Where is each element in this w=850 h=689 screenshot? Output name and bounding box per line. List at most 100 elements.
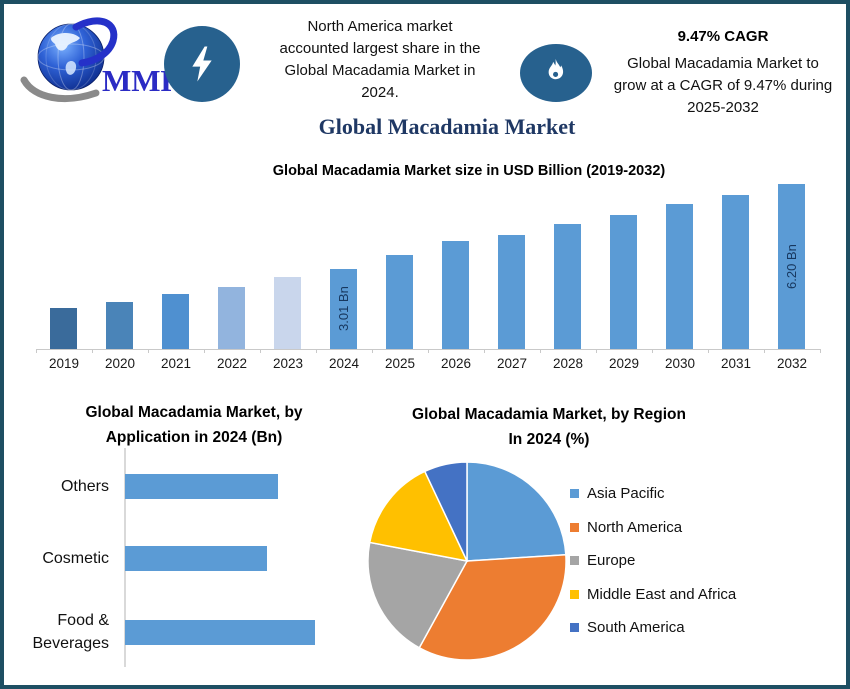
mmr-logo: MMR: [20, 17, 184, 102]
bar-2025: [386, 255, 413, 349]
lightning-badge: [164, 26, 240, 102]
pie-slice-south-america: [423, 461, 468, 562]
bar-2023: [274, 277, 301, 349]
x-tick-label-2022: 2022: [216, 356, 248, 371]
legend-label: Middle East and Africa: [587, 585, 737, 603]
application-chart: Global Macadamia Market, by Application …: [4, 394, 354, 685]
bar-2019: [50, 308, 77, 349]
x-tick-label-2025: 2025: [384, 356, 416, 371]
x-tick-label-2026: 2026: [440, 356, 472, 371]
legend-swatch-asia-pacific: [570, 488, 579, 498]
logo-swoosh-blue: [72, 17, 118, 67]
bar-others: [125, 474, 278, 499]
flame-badge: [520, 44, 592, 102]
x-tick-label-2021: 2021: [160, 356, 192, 371]
cagr-line: 2025-2032: [687, 99, 759, 116]
cagr-block: 9.47% CAGR Global Macadamia Market to gr…: [600, 28, 846, 119]
legend-item-europe: Europe: [570, 550, 635, 570]
cagr-line: grow at a CAGR of 9.47% during: [613, 77, 833, 94]
category-label-cosmetic: Cosmetic: [42, 549, 109, 567]
x-axis-tick: [764, 349, 765, 353]
bar-data-label-2024: 3.01 Bn: [336, 286, 351, 332]
x-axis-tick: [428, 349, 429, 353]
bar-2026: [442, 241, 469, 349]
headline-line: Global Macadamia Market in: [284, 62, 476, 79]
legend-label: South America: [587, 618, 685, 636]
bar-2024: [330, 269, 357, 349]
logo-swoosh-gray: [20, 76, 100, 102]
x-tick-label-2024: 2024: [328, 356, 360, 371]
x-axis-tick: [652, 349, 653, 353]
bar-2029: [610, 215, 637, 349]
x-axis-tick: [708, 349, 709, 353]
x-tick-label-2031: 2031: [720, 356, 752, 371]
region-chart: Global Macadamia Market, by Region In 20…: [354, 394, 846, 685]
bar-2028: [554, 224, 581, 349]
page-title: Global Macadamia Market: [318, 114, 576, 139]
x-tick-label-2023: 2023: [272, 356, 304, 371]
x-tick-label-2029: 2029: [608, 356, 640, 371]
x-axis-tick: [148, 349, 149, 353]
bar-2021: [162, 294, 189, 349]
legend-label: Asia Pacific: [587, 484, 665, 502]
x-axis-tick: [820, 349, 821, 353]
bar-2030: [666, 204, 693, 349]
legend-label: Europe: [587, 551, 636, 569]
cagr-title: 9.47% CAGR: [677, 28, 769, 45]
category-label-others: Others: [60, 477, 109, 495]
bar-2020: [106, 302, 133, 349]
headline-line: North America market: [307, 18, 453, 35]
x-axis-tick: [484, 349, 485, 353]
category-label-food-beverages: Food & Beverages: [32, 612, 110, 652]
headline-line: 2024.: [361, 84, 399, 101]
legend-swatch-middle-east-and-africa: [570, 589, 579, 599]
legend-label: North America: [587, 518, 683, 536]
legend-swatch-south-america: [570, 622, 579, 632]
x-tick-label-2030: 2030: [664, 356, 696, 371]
application-chart-title-line: Application in 2024 (Bn): [105, 429, 283, 446]
legend-item-asia-pacific: Asia Pacific: [570, 483, 665, 503]
x-axis-tick: [372, 349, 373, 353]
legend-item-middle-east-and-africa: Middle East and Africa: [570, 584, 736, 604]
x-axis-tick: [36, 349, 37, 353]
market-size-chart-title: Global Macadamia Market size in USD Bill…: [272, 163, 666, 179]
pie-slice-asia-pacific: [466, 461, 567, 562]
lightning-icon: [192, 46, 212, 82]
x-axis-tick: [316, 349, 317, 353]
region-pie: [367, 461, 567, 661]
bar-food-beverages: [125, 620, 315, 645]
x-axis-tick: [540, 349, 541, 353]
region-chart-title-line: Global Macadamia Market, by Region: [412, 406, 686, 423]
bar-2027: [498, 235, 525, 349]
pie-slice-europe: [367, 541, 469, 649]
x-tick-label-2027: 2027: [496, 356, 528, 371]
bar-cosmetic: [125, 546, 267, 571]
legend-item-north-america: North America: [570, 517, 682, 537]
x-axis-tick: [204, 349, 205, 353]
market-size-chart: Global Macadamia Market size in USD Bill…: [4, 159, 846, 381]
cagr-line: Global Macadamia Market to: [627, 55, 819, 72]
pie-slice-middle-east-and-africa: [368, 470, 469, 563]
x-tick-label-2032: 2032: [776, 356, 808, 371]
application-chart-title: Global Macadamia Market, by Application …: [44, 400, 344, 450]
bar-2032: [778, 184, 805, 349]
x-tick-label-2028: 2028: [552, 356, 584, 371]
headline-text: North America market accounted largest s…: [252, 16, 508, 104]
bar-2022: [218, 287, 245, 349]
headline-line: accounted largest share in the: [279, 40, 481, 57]
bar-data-label-2032: 6.20 Bn: [784, 244, 799, 289]
x-axis-tick: [596, 349, 597, 353]
legend-item-south-america: South America: [570, 617, 685, 637]
x-axis-tick: [260, 349, 261, 353]
legend-swatch-north-america: [570, 522, 579, 532]
bar-2031: [722, 195, 749, 349]
x-axis-tick: [92, 349, 93, 353]
globe-continent-north-america: [51, 32, 80, 51]
x-tick-label-2020: 2020: [104, 356, 136, 371]
globe-continent-south-america: [65, 60, 77, 75]
region-chart-title: Global Macadamia Market, by Region In 20…: [399, 402, 699, 452]
legend-swatch-europe: [570, 555, 579, 565]
x-tick-label-2019: 2019: [48, 356, 80, 371]
flame-icon: [548, 58, 564, 80]
